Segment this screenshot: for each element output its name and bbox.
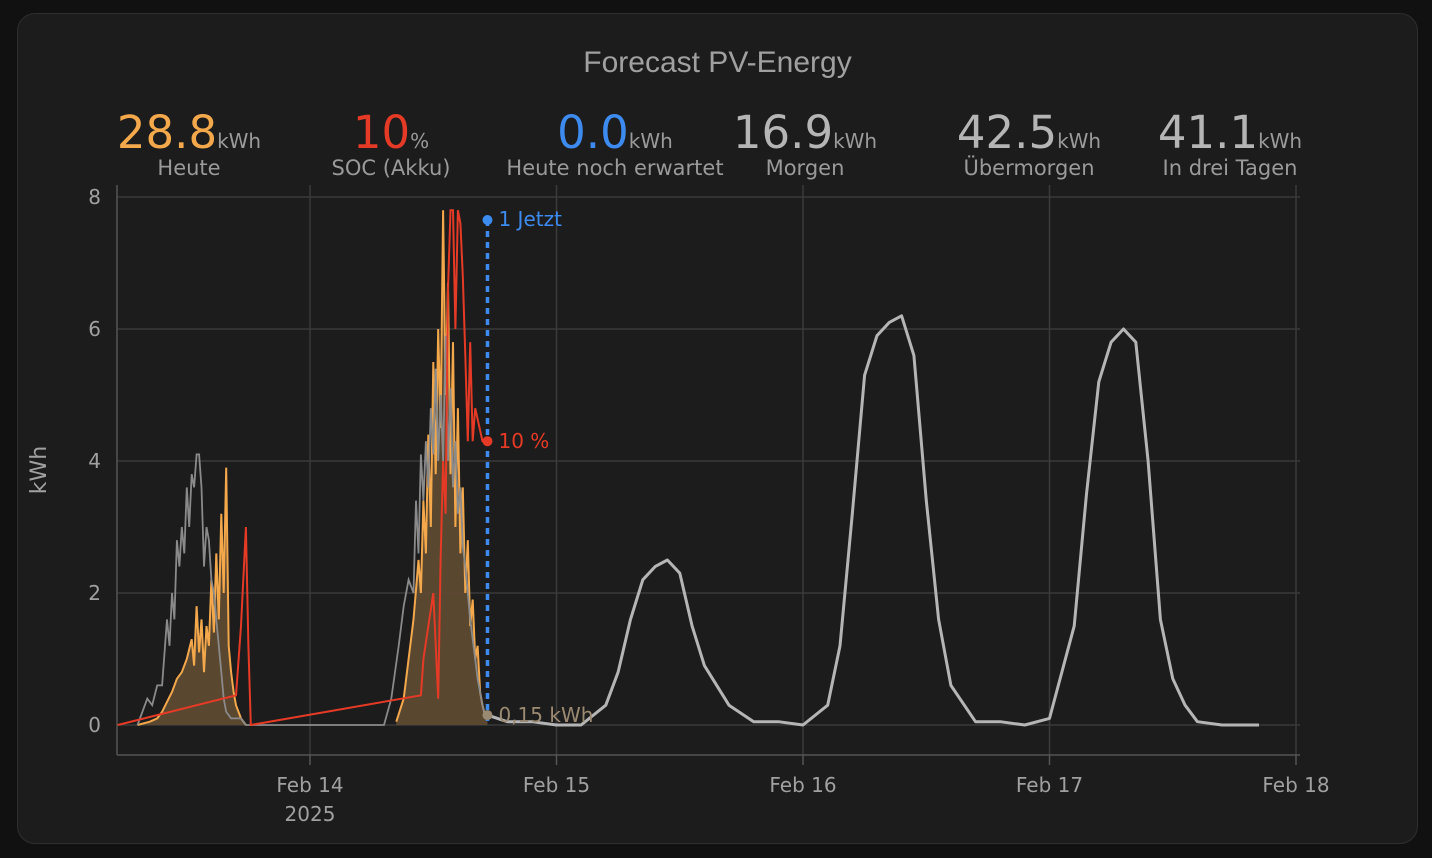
y-tick-label: 8 xyxy=(88,185,101,209)
stat-0: 28.8kWh Heute xyxy=(116,106,262,181)
y-tick-label: 6 xyxy=(88,317,101,341)
stat-value: 41.1 xyxy=(1157,106,1259,159)
stat-value: 16.9 xyxy=(732,106,834,159)
x-tick-label: Feb 15 xyxy=(523,773,590,797)
stat-value: 0.0 xyxy=(557,106,629,159)
x-tick-label: Feb 18 xyxy=(1262,773,1329,797)
stat-unit: kWh xyxy=(628,129,673,153)
annotation-dot xyxy=(482,436,493,447)
history-forecast-line xyxy=(136,335,486,726)
stat-label: Übermorgen xyxy=(963,156,1095,180)
x-tick-label: Feb 14 xyxy=(276,773,343,797)
stat-value: 10 xyxy=(352,106,411,159)
stat-value: 42.5 xyxy=(956,106,1058,159)
production-area xyxy=(396,210,488,725)
y-tick-label: 4 xyxy=(88,449,101,473)
x-tick-label: Feb 16 xyxy=(769,773,836,797)
stat-5: 41.1kWh In drei Tagen xyxy=(1157,106,1303,181)
annotation-dot xyxy=(482,710,493,721)
stat-label: Heute xyxy=(157,156,221,180)
stat-value: 28.8 xyxy=(116,106,218,159)
x-tick-sublabel: 2025 xyxy=(285,802,336,826)
stat-label: In drei Tagen xyxy=(1162,156,1298,180)
annotation-label: 10 % xyxy=(498,429,549,453)
stat-4: 42.5kWh Übermorgen xyxy=(956,106,1102,181)
stat-label: Morgen xyxy=(765,156,845,180)
stat-unit: kWh xyxy=(217,129,262,153)
chart-title: Forecast PV-Energy xyxy=(583,46,852,79)
y-tick-label: 2 xyxy=(88,581,101,605)
stat-unit: % xyxy=(410,129,430,153)
stat-unit: kWh xyxy=(1258,129,1303,153)
stat-unit: kWh xyxy=(833,129,878,153)
annotation-label: 0,15 kWh xyxy=(498,703,593,727)
production-area xyxy=(137,467,246,725)
stat-label: SOC (Akku) xyxy=(331,156,451,180)
stat-label: Heute noch erwartet xyxy=(506,156,724,180)
stat-unit: kWh xyxy=(1057,129,1102,153)
stat-2: 0.0kWh Heute noch erwartet xyxy=(506,106,724,181)
y-axis-label: kWh xyxy=(27,446,52,494)
soc-line xyxy=(117,209,488,727)
now-marker-label: 1 Jetzt xyxy=(498,207,562,231)
x-tick-label: Feb 17 xyxy=(1016,773,1083,797)
stat-1: 10% SOC (Akku) xyxy=(331,106,451,181)
y-tick-label: 0 xyxy=(88,713,101,737)
stat-3: 16.9kWh Morgen xyxy=(732,106,878,181)
forecast-line xyxy=(487,314,1259,727)
now-marker-dot xyxy=(482,215,493,225)
production-line xyxy=(137,467,247,726)
